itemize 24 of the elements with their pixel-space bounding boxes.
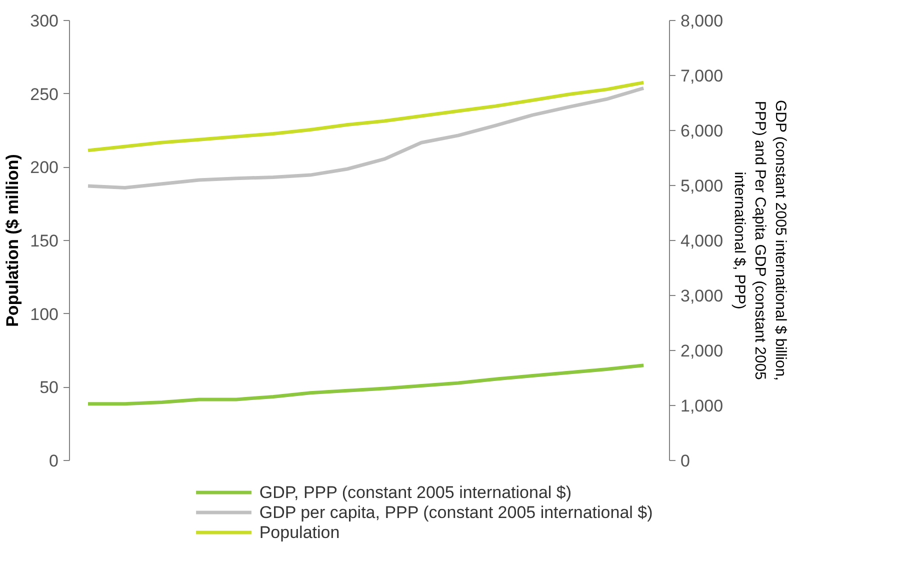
legend-label: GDP per capita, PPP (constant 2005 international $) <box>259 503 653 522</box>
legend-label: Population <box>259 523 340 542</box>
y2-tick-label: 1,000 <box>680 396 724 416</box>
y2-tick-label: 7,000 <box>680 66 724 86</box>
y-tick-label: 200 <box>30 158 59 178</box>
y2-tick-label: 8,000 <box>680 12 724 30</box>
y-tick-label: 0 <box>49 452 59 470</box>
legend-label: GDP, PPP (constant 2005 international $) <box>259 483 572 502</box>
y2-tick-label: 4,000 <box>680 232 724 250</box>
line-series <box>86 80 646 152</box>
y-tick-label: 50 <box>40 378 59 398</box>
y2-tick-label: 5,000 <box>680 176 724 196</box>
y-tick-label: 250 <box>30 84 59 104</box>
line-series <box>86 86 646 190</box>
y2-tick-label: 3,000 <box>680 286 724 306</box>
y2-tick-label: 2,000 <box>680 342 724 360</box>
y-tick-label: 150 <box>30 232 59 250</box>
y2-tick-label: 6,000 <box>680 122 724 140</box>
line-series <box>86 364 646 406</box>
y-tick-label: 100 <box>30 304 59 324</box>
y2-axis-title: GDP (constant 2005 international $ billion, PPP) and Per Capita GDP (constant 2005 international $, PPP) <box>731 100 789 381</box>
y-tick-label: 300 <box>30 12 59 30</box>
y2-tick-label: 0 <box>680 452 690 470</box>
y-axis-title: Population ($ million) <box>3 154 22 327</box>
